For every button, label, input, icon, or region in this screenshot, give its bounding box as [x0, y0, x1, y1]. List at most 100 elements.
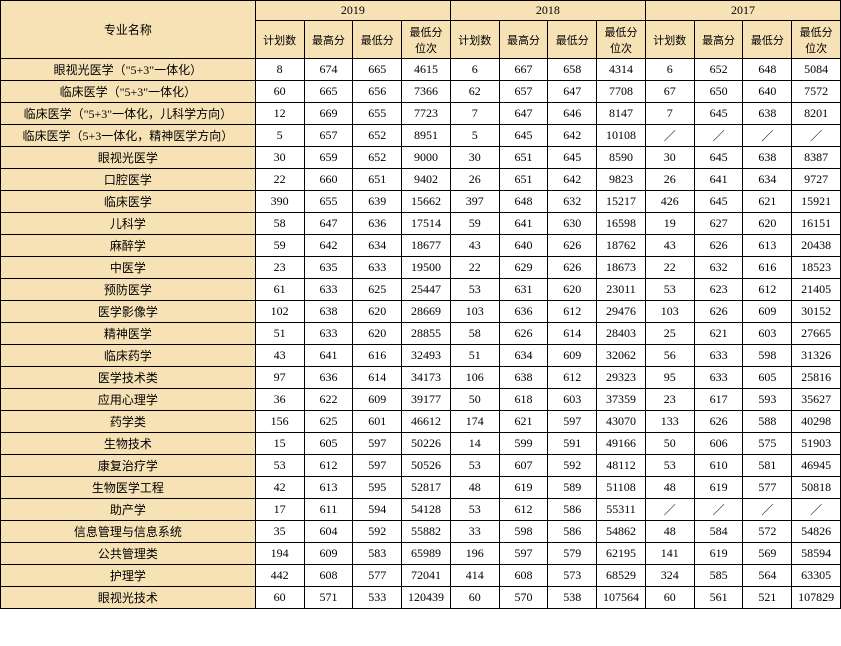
cell-value: 603 — [743, 323, 792, 345]
cell-value: 56 — [645, 345, 694, 367]
cell-value: 622 — [304, 389, 353, 411]
cell-value: 569 — [743, 543, 792, 565]
cell-value: 7 — [450, 103, 499, 125]
table-row: 生物技术156055975022614599591491665060657551… — [1, 433, 841, 455]
cell-value: 636 — [353, 213, 402, 235]
cell-value: 599 — [499, 433, 548, 455]
cell-value: 635 — [304, 257, 353, 279]
table-row: 临床医学390655639156623976486321521742664562… — [1, 191, 841, 213]
cell-value: 594 — [353, 499, 402, 521]
cell-value: 646 — [548, 103, 597, 125]
cell-value: 583 — [353, 543, 402, 565]
cell-value: 613 — [743, 235, 792, 257]
cell-value: 575 — [743, 433, 792, 455]
cell-value: 585 — [694, 565, 743, 587]
cell-value: 641 — [499, 213, 548, 235]
table-row: 儿科学5864763617514596416301659819627620161… — [1, 213, 841, 235]
cell-value: 55882 — [402, 521, 451, 543]
col-subheader: 计划数 — [645, 21, 694, 59]
cell-value: 592 — [548, 455, 597, 477]
cell-value: 42 — [255, 477, 304, 499]
cell-value: 651 — [499, 147, 548, 169]
cell-value: 577 — [353, 565, 402, 587]
cell-value: 15217 — [597, 191, 646, 213]
cell-value: 53 — [645, 455, 694, 477]
cell-value: 647 — [548, 81, 597, 103]
cell-value: 656 — [353, 81, 402, 103]
col-subheader: 计划数 — [450, 21, 499, 59]
cell-value: 7572 — [792, 81, 841, 103]
cell-value: 629 — [499, 257, 548, 279]
cell-value: 30 — [645, 147, 694, 169]
cell-major-name: 信息管理与信息系统 — [1, 521, 256, 543]
cell-value: 34173 — [402, 367, 451, 389]
cell-value: 669 — [304, 103, 353, 125]
cell-value: 32062 — [597, 345, 646, 367]
cell-value: 613 — [304, 477, 353, 499]
cell-value: 59 — [255, 235, 304, 257]
col-subheader: 最低分位次 — [402, 21, 451, 59]
cell-value: 30 — [450, 147, 499, 169]
cell-value: 626 — [694, 411, 743, 433]
cell-major-name: 药学类 — [1, 411, 256, 433]
cell-value: ／ — [743, 125, 792, 147]
cell-value: 611 — [304, 499, 353, 521]
cell-value: 619 — [694, 543, 743, 565]
table-row: 应用心理学36622609391775061860337359236175933… — [1, 389, 841, 411]
cell-value: 8951 — [402, 125, 451, 147]
cell-value: 107564 — [597, 587, 646, 609]
cell-value: 647 — [304, 213, 353, 235]
cell-value: 22 — [450, 257, 499, 279]
cell-value: 103 — [450, 301, 499, 323]
cell-value: 63305 — [792, 565, 841, 587]
cell-value: 58594 — [792, 543, 841, 565]
cell-value: 414 — [450, 565, 499, 587]
cell-value: 18523 — [792, 257, 841, 279]
cell-value: 604 — [304, 521, 353, 543]
cell-value: 627 — [694, 213, 743, 235]
cell-value: 194 — [255, 543, 304, 565]
cell-value: 591 — [548, 433, 597, 455]
cell-value: 107829 — [792, 587, 841, 609]
cell-value: 625 — [353, 279, 402, 301]
col-header-year-2019: 2019 — [255, 1, 450, 21]
cell-major-name: 口腔医学 — [1, 169, 256, 191]
cell-value: 620 — [743, 213, 792, 235]
cell-value: 638 — [743, 103, 792, 125]
cell-value: 9727 — [792, 169, 841, 191]
cell-value: 642 — [304, 235, 353, 257]
cell-major-name: 眼视光医学 — [1, 147, 256, 169]
col-header-year-2018: 2018 — [450, 1, 645, 21]
cell-value: 648 — [743, 59, 792, 81]
cell-value: 426 — [645, 191, 694, 213]
cell-value: 645 — [694, 191, 743, 213]
cell-value: 621 — [743, 191, 792, 213]
cell-value: 46612 — [402, 411, 451, 433]
cell-value: 641 — [694, 169, 743, 191]
cell-value: 577 — [743, 477, 792, 499]
cell-value: 626 — [694, 235, 743, 257]
cell-major-name: 临床药学 — [1, 345, 256, 367]
cell-major-name: 临床医学（"5+3"一体化，儿科学方向） — [1, 103, 256, 125]
cell-value: 533 — [353, 587, 402, 609]
cell-value: 586 — [548, 499, 597, 521]
cell-value: 106 — [450, 367, 499, 389]
cell-major-name: 应用心理学 — [1, 389, 256, 411]
table-row: 生物医学工程4261359552817486195895110848619577… — [1, 477, 841, 499]
cell-value: 609 — [353, 389, 402, 411]
cell-value: 35 — [255, 521, 304, 543]
cell-value: 52817 — [402, 477, 451, 499]
cell-value: 18677 — [402, 235, 451, 257]
cell-value: 48112 — [597, 455, 646, 477]
cell-value: 15 — [255, 433, 304, 455]
cell-value: 95 — [645, 367, 694, 389]
cell-value: 43 — [255, 345, 304, 367]
cell-value: 652 — [694, 59, 743, 81]
cell-value: 65989 — [402, 543, 451, 565]
cell-value: 48 — [645, 477, 694, 499]
cell-value: 442 — [255, 565, 304, 587]
cell-value: 54862 — [597, 521, 646, 543]
cell-value: 32493 — [402, 345, 451, 367]
cell-major-name: 中医学 — [1, 257, 256, 279]
table-row: 眼视光技术60571533120439605705381075646056152… — [1, 587, 841, 609]
